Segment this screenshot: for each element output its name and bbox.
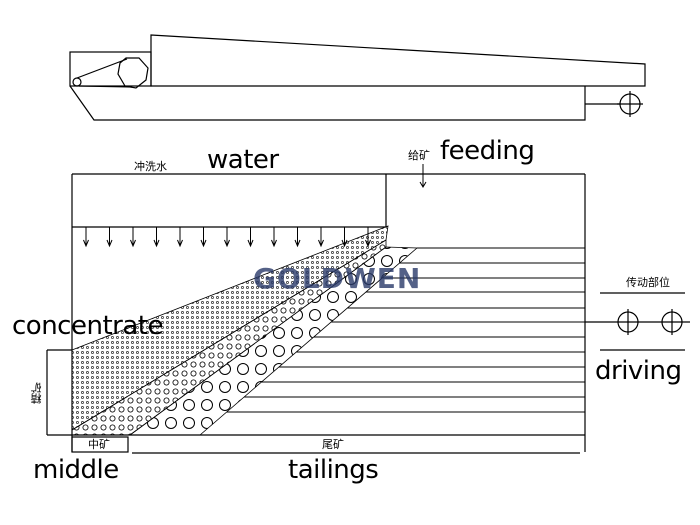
machine-side-view bbox=[69, 34, 646, 121]
tailings-label: tailings bbox=[288, 455, 379, 485]
water-arrow-head bbox=[224, 239, 230, 248]
concentrate-label-cn: 精矿 bbox=[30, 382, 43, 404]
water-arrow-head bbox=[341, 239, 348, 248]
water-arrow-head bbox=[153, 239, 160, 248]
riffle-lines bbox=[226, 247, 585, 413]
tailings-label-cn: 尾矿 bbox=[322, 438, 344, 451]
middle-label: middle bbox=[33, 455, 119, 485]
driving-label-cn: 传动部位 bbox=[626, 276, 670, 289]
water-arrow-head bbox=[177, 239, 183, 248]
drive-mechanism bbox=[585, 292, 690, 351]
water-arrow-head bbox=[271, 239, 277, 248]
water-arrows bbox=[83, 227, 371, 248]
goldwen-watermark: GOLDWEN bbox=[253, 262, 422, 295]
middle-label-cn: 中矿 bbox=[88, 438, 110, 451]
water-arrow-head bbox=[247, 239, 254, 248]
water-arrow-head bbox=[83, 239, 89, 248]
feeding-label: feeding bbox=[440, 136, 535, 166]
water-arrow-head bbox=[318, 239, 324, 248]
water-label: water bbox=[207, 145, 279, 175]
concentrate-label: concentrate bbox=[12, 311, 163, 341]
water-label-cn: 冲洗水 bbox=[134, 160, 167, 173]
feeding-label-cn: 给矿 bbox=[408, 149, 430, 162]
table-top-view bbox=[46, 173, 586, 454]
water-arrow-head bbox=[365, 239, 371, 248]
water-arrow-head bbox=[294, 239, 301, 248]
water-arrow-head bbox=[130, 239, 136, 248]
driving-label: driving bbox=[595, 356, 682, 386]
water-arrow-head bbox=[106, 239, 113, 248]
water-arrow-head bbox=[200, 239, 207, 248]
